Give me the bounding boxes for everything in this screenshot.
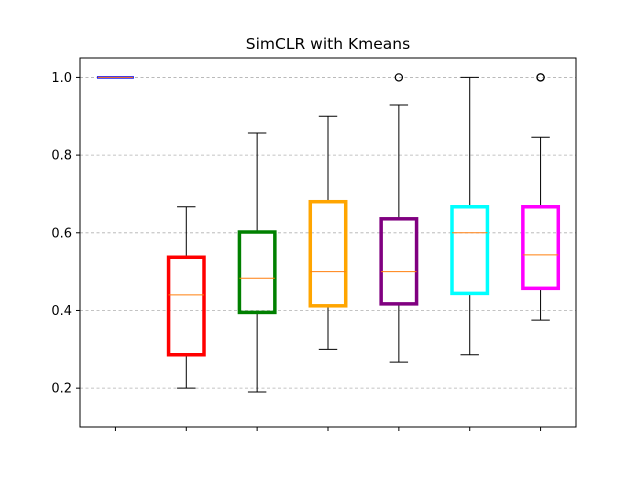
box-layer [96,73,561,393]
box-group-1 [96,76,134,79]
box-group-2 [166,206,206,389]
box-body [521,205,561,291]
box-group-7 [521,73,561,321]
box-body [166,255,206,357]
box-group-4 [308,115,348,350]
chart-title: SimCLR with Kmeans [246,35,410,53]
y-tick-label: 0.8 [51,149,72,164]
flier-point [394,73,404,82]
box-body [237,230,277,315]
y-tick-label: 1.0 [51,71,72,86]
box-body [308,199,348,308]
box-group-5 [379,73,419,363]
y-tick-label: 0.2 [51,382,72,397]
box-group-6 [450,76,490,356]
axis-layer: 0.2 0.4 0.6 0.8 1.0 [51,71,542,431]
box-body [450,205,490,296]
box-group-3 [237,132,277,393]
flier-point [536,73,545,82]
plot-frame [79,57,577,428]
y-tick-label: 0.6 [51,226,72,241]
box-body [379,217,419,306]
grid-layer [80,77,576,389]
y-tick-label: 0.4 [51,304,72,319]
